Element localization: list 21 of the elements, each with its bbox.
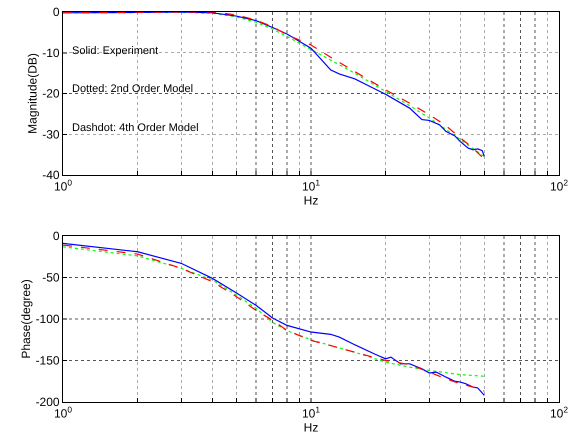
y-tick-label: -150 [36, 354, 60, 368]
y-tick-label: -30 [42, 127, 60, 142]
y-axis-title: Magnitude(DB) [26, 53, 40, 134]
x-axis-title: Hz [304, 420, 318, 434]
y-tick-label: -100 [36, 312, 60, 326]
x-tick-label: 10$^{1}$ [302, 177, 320, 194]
x-tick-label: 10$^{2}$ [550, 177, 568, 194]
y-tick-label: -200 [36, 395, 60, 410]
y-axis-title: Phase(degree) [18, 279, 33, 359]
annotation: Dotted: 2nd Order Model [72, 83, 194, 95]
x-tick-label: 10$^{2}$ [550, 404, 568, 420]
y-tick-label: 0 [52, 5, 60, 20]
annotation: Solid: Experiment [72, 45, 158, 57]
y-tick-label: 0 [52, 229, 60, 244]
y-tick-label: -50 [42, 270, 60, 285]
y-tick-label: -40 [42, 168, 60, 182]
annotation: Dashdot: 4th Order Model [72, 122, 199, 134]
x-tick-label: 10$^{1}$ [302, 404, 320, 420]
x-axis-title: Hz [304, 193, 318, 208]
y-tick-label: -10 [42, 46, 60, 60]
y-tick-label: -20 [42, 86, 60, 101]
